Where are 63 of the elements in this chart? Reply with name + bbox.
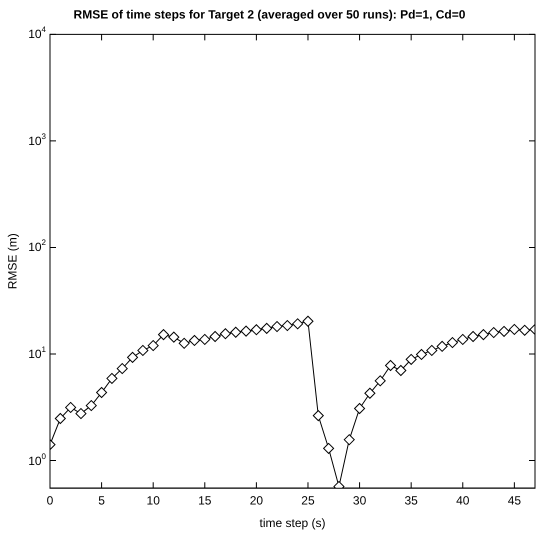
x-tick-label: 10	[146, 494, 160, 508]
x-tick-label: 15	[198, 494, 212, 508]
point	[395, 365, 406, 376]
point	[498, 326, 510, 337]
point	[168, 332, 180, 343]
point	[220, 328, 231, 340]
x-tick-label: 20	[250, 494, 264, 508]
y-tick-label: 10$^{3}$	[28, 132, 46, 148]
y-tick-label: 10$^{1}$	[28, 345, 46, 361]
point	[230, 326, 242, 338]
point	[468, 330, 479, 342]
point	[344, 434, 355, 446]
point	[65, 402, 76, 413]
x-tick-label: 35	[404, 494, 418, 508]
point	[374, 375, 386, 386]
point	[446, 337, 458, 348]
point	[282, 320, 293, 332]
point	[302, 316, 314, 327]
point	[96, 387, 108, 398]
x-tick-label: 30	[352, 494, 367, 508]
point	[240, 326, 252, 337]
point	[250, 324, 262, 336]
y-tick-label: 10$^{4}$	[28, 25, 46, 42]
x-tick-label: 40	[456, 494, 470, 508]
point	[178, 338, 190, 349]
point	[210, 330, 221, 342]
point	[188, 334, 200, 346]
point	[457, 334, 468, 345]
point	[158, 329, 170, 340]
point	[292, 318, 304, 330]
point	[354, 402, 366, 414]
point	[478, 329, 489, 340]
point	[75, 408, 86, 420]
point	[519, 324, 530, 336]
point	[364, 388, 376, 399]
point	[436, 340, 448, 352]
point	[199, 334, 210, 345]
chart-title: RMSE of time steps for Target 2 (averaged over 50 runs): Pd=1, Cd=0	[74, 8, 466, 22]
y-tick-label: 10$^{2}$	[28, 238, 46, 254]
point	[127, 352, 138, 363]
y-tick-label: 10$^{0}$	[28, 452, 46, 468]
point	[426, 344, 438, 356]
point	[272, 321, 283, 332]
point	[106, 372, 118, 384]
point	[137, 344, 148, 356]
point	[385, 360, 396, 371]
point	[54, 413, 66, 424]
point	[312, 410, 324, 422]
point	[488, 327, 500, 338]
x-tick-label: 45	[508, 494, 522, 508]
point	[116, 363, 128, 374]
point	[406, 354, 417, 365]
point	[86, 400, 97, 412]
point	[261, 322, 272, 334]
y-axis-title: RMSE (m)	[6, 233, 20, 290]
point	[416, 348, 427, 360]
x-tick-label: 25	[301, 494, 315, 508]
x-axis-title: time step (s)	[259, 516, 326, 530]
point	[508, 324, 520, 335]
point	[148, 340, 159, 352]
x-tick-label: 5	[98, 494, 106, 508]
point	[323, 442, 334, 454]
x-tick-label: 0	[46, 494, 54, 508]
